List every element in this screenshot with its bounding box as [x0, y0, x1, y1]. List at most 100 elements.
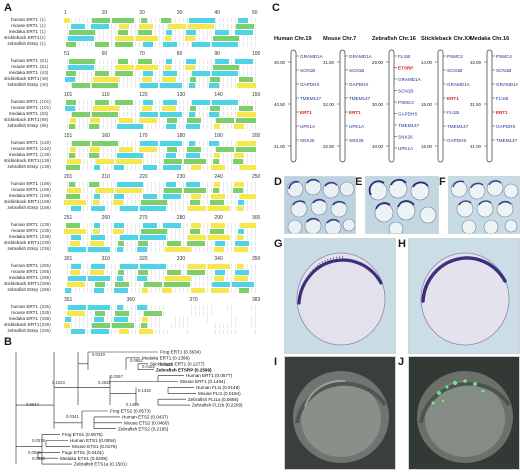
chromosome-tick-label: 16.00 [421, 144, 433, 149]
alignment-row: stickleback ERT1 (48) [4, 76, 256, 82]
sequence-start-index: (96) [40, 123, 49, 128]
conservation-shade [165, 65, 171, 70]
residue-track [64, 106, 256, 111]
branch-length-label: 0.0525 [160, 362, 173, 367]
ruler-number: 130 [176, 92, 186, 98]
conservation-shade [120, 235, 138, 240]
residue-track [64, 317, 256, 322]
alignment-block: 301 310 320 330 340 350 human ERT1 (285) mouse E… [4, 256, 260, 295]
alignment-row: medaka ERT1 (93) [4, 111, 256, 117]
alignment-row: zebrafish Etsrp (1) [4, 41, 256, 47]
ruler-number: 320 [139, 256, 148, 262]
gene-label: PSMC4 [496, 54, 512, 59]
conservation-shade [166, 59, 172, 64]
alignment-block: 1 10 20 30 40 50 human ERT1 (1) mouse ERT1 (1) med… [4, 10, 258, 49]
conservation-shade [116, 159, 138, 164]
conservation-shade [186, 182, 200, 187]
gene-label: GRAMD1A [496, 82, 518, 87]
conservation-shade [214, 247, 224, 252]
conservation-shade [141, 323, 147, 328]
ruler-number: 40 [214, 10, 220, 16]
conservation-shade [232, 311, 254, 316]
conservation-shade [163, 223, 181, 228]
chromosome-tick-label: 32.00 [470, 60, 482, 65]
chromosome-title: Mouse Chr.7 [323, 36, 356, 42]
sequence-start-index: (238) [40, 234, 51, 239]
alignment-row: mouse ERT1 (101) [4, 105, 256, 111]
species-name: stickleback ERT1 [4, 199, 40, 204]
conservation-shade [65, 317, 71, 322]
conservation-shade [166, 124, 176, 129]
species-name: mouse ERT1 [11, 23, 38, 28]
tree-leaf-label: Frog ERT1 (0.3634) [160, 350, 201, 355]
conservation-shade [115, 311, 129, 316]
conservation-shade [67, 311, 85, 316]
conservation-shade [67, 282, 85, 287]
ruler-number: 210 [101, 174, 110, 180]
panel-label-d: D [274, 176, 282, 188]
conservation-shade [115, 100, 133, 105]
conservation-shade [184, 311, 190, 316]
species-name: medaka ERT1 [8, 275, 38, 280]
conservation-shade [190, 200, 200, 205]
conservation-shade [139, 118, 157, 123]
conservation-shade [210, 229, 224, 234]
conservation-shade [214, 153, 220, 158]
conservation-shade [208, 206, 230, 211]
chromosome-tick-label: 15.00 [421, 102, 433, 107]
conservation-shade [167, 241, 181, 246]
ruler-number: 310 [101, 256, 110, 262]
ruler-number: 1 [64, 10, 67, 16]
sequence-start-index: (285) [40, 269, 51, 274]
gene-label: UPK1A [349, 124, 365, 129]
conservation-shade [90, 118, 100, 123]
residue-track [64, 112, 256, 117]
ruler-number: 90 [214, 51, 220, 57]
gene-label: PSMC4 [447, 54, 463, 59]
conservation-shade [119, 329, 129, 334]
embryo-photo-e [365, 176, 439, 234]
conservation-shade [137, 124, 143, 129]
alignment-row: stickleback ERT1 (239) [4, 240, 256, 246]
conservation-shade [66, 165, 80, 170]
conservation-shade [94, 194, 100, 199]
ruler-number: 51 [64, 51, 70, 57]
ruler-number: 190 [214, 133, 223, 139]
conservation-shade [237, 141, 256, 146]
chromosome-bar [486, 49, 493, 163]
species-name: zebrafish Etsrp [7, 246, 38, 251]
alignment-row: mouse ERT1 (335) [4, 310, 256, 316]
panel-label-j: J [398, 356, 405, 368]
conservation-shade [143, 100, 153, 105]
ruler-number: 101 [64, 92, 73, 98]
conservation-shade [136, 188, 142, 193]
conservation-shade [233, 159, 243, 164]
conservation-shade [118, 30, 128, 35]
conservation-shade [235, 270, 249, 275]
conservation-shade [238, 18, 248, 23]
species-name: stickleback ERT1 [4, 158, 40, 163]
residue-track [64, 165, 256, 170]
alignment-row: stickleback ERT1 (98) [4, 117, 256, 123]
gene-label: SNX26 [398, 134, 413, 139]
residue-track [64, 241, 256, 246]
residue-track [64, 206, 256, 211]
conservation-shade [137, 247, 147, 252]
conservation-shade [112, 83, 118, 88]
panel-label-a: A [4, 2, 12, 14]
conservation-shade [92, 112, 114, 117]
conservation-shade [160, 206, 166, 211]
branch-length-label: 0.2538 [98, 380, 111, 385]
conservation-shade [192, 100, 210, 105]
residue-track [64, 235, 256, 240]
gene-label: GAPDHS [300, 82, 319, 87]
conservation-shade [208, 235, 230, 240]
conservation-shade [90, 241, 104, 246]
species-name: medaka ERT1 [8, 234, 38, 239]
sequence-start-index: (239) [40, 240, 51, 245]
conservation-shade [71, 329, 85, 334]
conservation-shade [164, 188, 182, 193]
conservation-shade [71, 206, 81, 211]
conservation-shade [94, 223, 100, 228]
conservation-shade [113, 106, 119, 111]
